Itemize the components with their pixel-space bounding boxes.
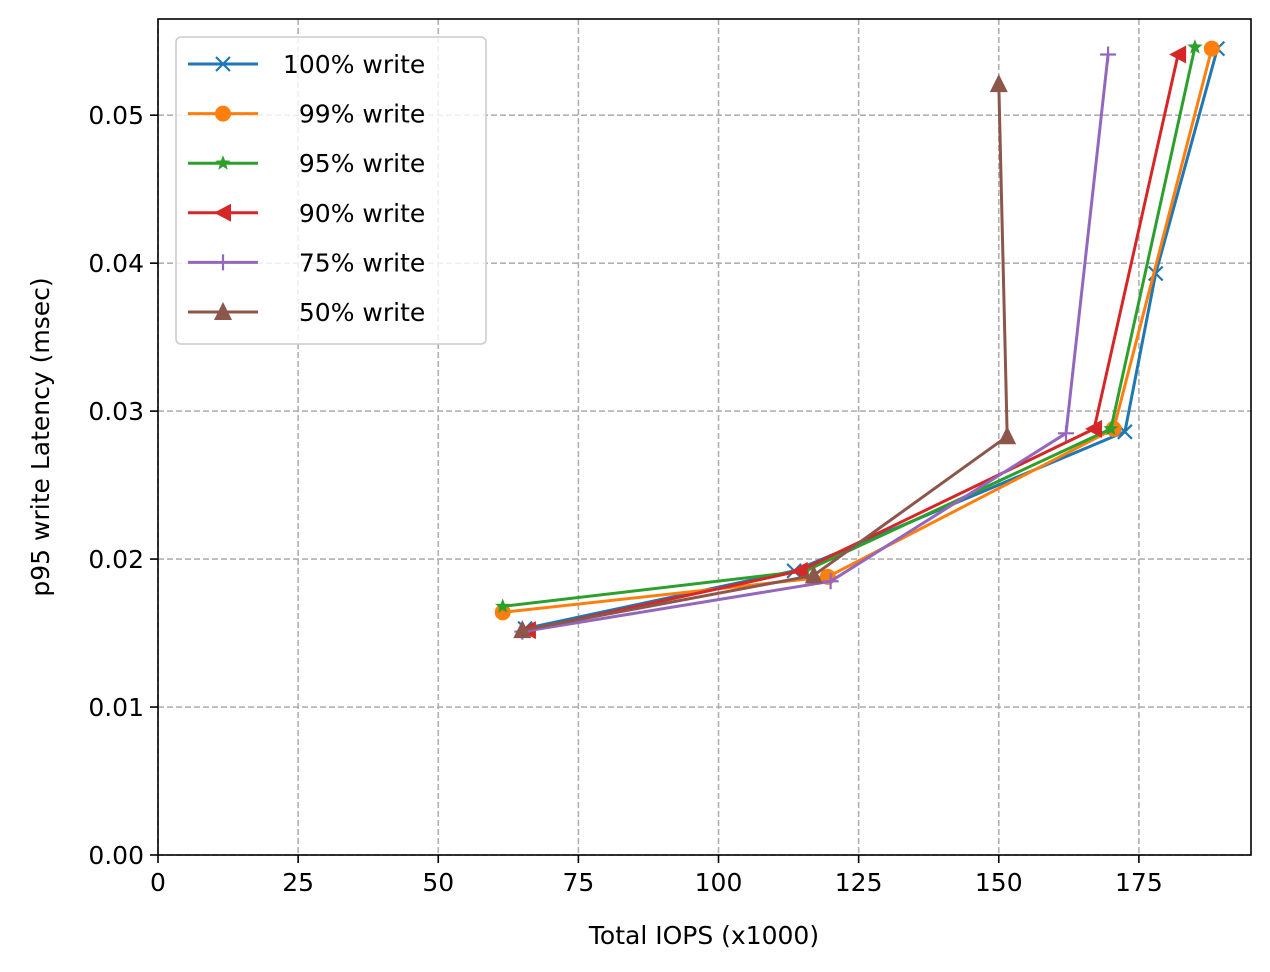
data-point (998, 426, 1017, 445)
x-tick-label: 100 (695, 868, 743, 897)
legend: 100% write 99% write 95% write 90% write… (175, 36, 487, 345)
series-1 (494, 40, 1220, 621)
y-tick-label: 0.05 (88, 101, 144, 130)
legend-marker (215, 105, 231, 122)
legend-entry: 50% write (188, 298, 425, 327)
legend-marker (215, 254, 231, 271)
y-tick-label: 0.00 (88, 841, 144, 870)
data-point (1187, 39, 1203, 54)
legend-label: 95% write (283, 149, 425, 178)
legend-label: 75% write (283, 248, 425, 277)
ticks: 0 25 50 75 100 125 150 175 0.00 0.01 0.02 0.03 0.04 0… (88, 101, 1162, 897)
y-tick-label: 0.02 (88, 545, 144, 574)
y-axis-title: p95 write Latency (msec) (26, 277, 55, 596)
series-line (502, 46, 1197, 608)
x-axis-title: Total IOPS (x1000) (588, 921, 819, 950)
data-point (1085, 419, 1103, 438)
data-point (1100, 46, 1117, 63)
series-line (522, 54, 1110, 634)
series-4 (514, 46, 1117, 640)
data-point (790, 561, 808, 580)
data-point (1058, 425, 1075, 442)
y-tick-label: 0.04 (88, 249, 144, 278)
data-point (1169, 45, 1187, 64)
data-point (989, 74, 1008, 93)
x-tick-label: 50 (422, 868, 454, 897)
legend-label: 99% write (283, 100, 425, 129)
legend-entry: 75% write (188, 248, 425, 277)
data-point (822, 573, 839, 590)
legend-label: 90% write (283, 199, 425, 228)
legend-marker (214, 203, 231, 222)
x-tick-label: 0 (150, 868, 166, 897)
y-tick-label: 0.01 (88, 693, 144, 722)
legend-marker (215, 155, 231, 170)
x-tick-label: 75 (562, 868, 594, 897)
series-line (522, 84, 1009, 632)
data-point (495, 598, 511, 613)
legend-marker (215, 56, 231, 72)
data-point (1103, 420, 1119, 436)
data-point (494, 604, 511, 621)
x-tick-label: 150 (975, 868, 1023, 897)
plot-frame (157, 18, 1252, 856)
series-layer (494, 39, 1226, 640)
legend-entry: 100% write (188, 50, 425, 79)
series-2 (495, 39, 1203, 613)
series-0 (517, 40, 1226, 637)
x-tick-label: 25 (282, 868, 314, 897)
legend-marker (214, 302, 232, 320)
data-point (513, 620, 532, 639)
series-line (502, 48, 1214, 614)
legend-label: 50% write (283, 298, 425, 327)
x-tick-label: 125 (835, 868, 883, 897)
legend-label: 100% write (283, 50, 425, 79)
y-tick-label: 0.03 (88, 397, 144, 426)
legend-entry: 99% write (188, 100, 425, 129)
data-point (804, 565, 823, 584)
series-line (527, 54, 1180, 632)
legend-entry: 90% write (188, 199, 425, 228)
data-point (1203, 40, 1220, 57)
series-5 (513, 74, 1017, 639)
legend-entry: 95% write (188, 149, 425, 178)
x-tick-label: 175 (1115, 868, 1163, 897)
